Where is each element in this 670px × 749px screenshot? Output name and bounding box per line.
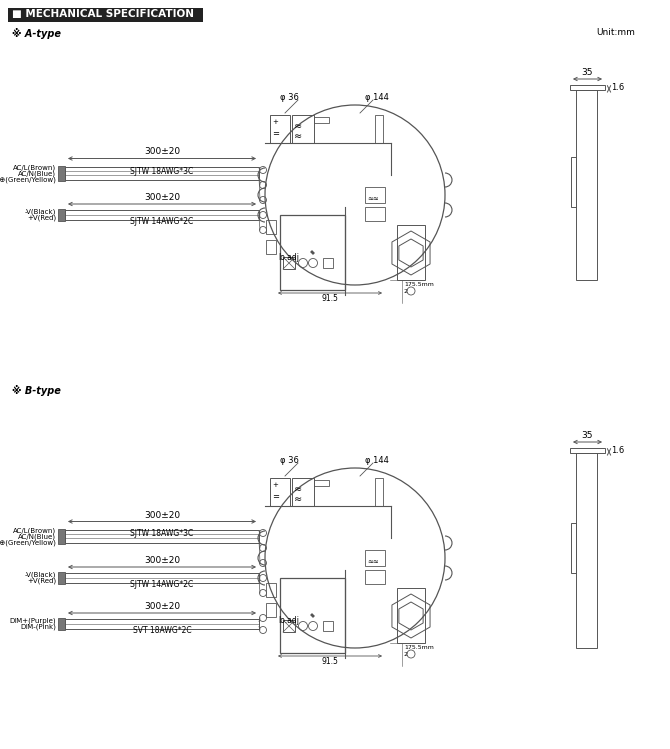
Bar: [292, 478, 314, 506]
Bar: [266, 603, 276, 617]
Bar: [270, 478, 290, 506]
Bar: [280, 215, 345, 290]
Text: +: +: [272, 482, 278, 488]
Text: Unit:mm: Unit:mm: [596, 28, 635, 37]
Text: DIM+(Purple): DIM+(Purple): [9, 618, 56, 624]
Text: AC/N(Blue): AC/N(Blue): [18, 171, 56, 178]
Text: SJTW 14AWG*2C: SJTW 14AWG*2C: [131, 580, 194, 589]
Bar: [283, 257, 295, 269]
Bar: [570, 85, 605, 90]
Bar: [375, 478, 383, 506]
Text: 91.5: 91.5: [322, 657, 338, 666]
Bar: [65, 573, 259, 583]
Text: 1.6: 1.6: [611, 83, 624, 92]
Text: +: +: [272, 119, 278, 125]
Bar: [8, 8, 203, 22]
Text: 300±20: 300±20: [144, 148, 180, 157]
Text: FG⊕(Green/Yellow): FG⊕(Green/Yellow): [0, 177, 56, 184]
Text: =: =: [272, 129, 279, 138]
Text: +V(Red): +V(Red): [27, 215, 56, 221]
Text: 2: 2: [404, 289, 408, 294]
Text: 35: 35: [582, 431, 593, 440]
Bar: [323, 621, 333, 631]
Text: ≈: ≈: [294, 494, 302, 504]
Bar: [323, 258, 333, 268]
Text: 300±20: 300±20: [144, 602, 180, 611]
Bar: [280, 578, 345, 653]
Bar: [65, 619, 259, 629]
Bar: [65, 210, 259, 220]
Text: ■ MECHANICAL SPECIFICATION: ■ MECHANICAL SPECIFICATION: [12, 9, 194, 19]
Text: ≈: ≈: [294, 484, 302, 494]
Text: φ 36: φ 36: [280, 93, 299, 102]
Bar: [58, 166, 65, 181]
Bar: [365, 550, 385, 566]
Bar: [266, 583, 276, 597]
Text: 175.5mm: 175.5mm: [404, 282, 434, 287]
Text: AC/L(Brown): AC/L(Brown): [13, 165, 56, 172]
Bar: [314, 117, 329, 123]
Text: 300±20: 300±20: [144, 556, 180, 565]
Text: 1.6: 1.6: [611, 446, 624, 455]
Text: 2: 2: [404, 652, 408, 657]
Text: 300±20: 300±20: [144, 193, 180, 202]
Text: 300±20: 300±20: [144, 511, 180, 520]
Text: +V(Red): +V(Red): [27, 577, 56, 584]
Text: AC/L(Brown): AC/L(Brown): [13, 528, 56, 534]
Text: 91.5: 91.5: [322, 294, 338, 303]
Text: ≈: ≈: [294, 131, 302, 141]
Bar: [397, 225, 425, 280]
Bar: [570, 448, 605, 453]
Text: ≈: ≈: [294, 121, 302, 131]
Bar: [58, 572, 65, 584]
Text: SJTW 18AWG*3C: SJTW 18AWG*3C: [131, 166, 194, 175]
Text: ※ B-type: ※ B-type: [12, 385, 61, 396]
Text: SJTW 18AWG*3C: SJTW 18AWG*3C: [131, 530, 194, 539]
Bar: [65, 530, 259, 542]
Text: -V(Black): -V(Black): [25, 209, 56, 215]
Bar: [375, 115, 383, 143]
Text: 35: 35: [582, 68, 593, 77]
Text: SVT 18AWG*2C: SVT 18AWG*2C: [133, 626, 192, 635]
Bar: [576, 90, 597, 280]
Text: φ 144: φ 144: [365, 456, 389, 465]
Bar: [58, 529, 65, 544]
Text: φ 144: φ 144: [365, 93, 389, 102]
Bar: [65, 166, 259, 180]
Bar: [266, 220, 276, 234]
Text: Io.adj: Io.adj: [278, 253, 299, 262]
Text: 175.5mm: 175.5mm: [404, 645, 434, 650]
Bar: [365, 207, 385, 221]
Text: FG⊕(Green/Yellow): FG⊕(Green/Yellow): [0, 540, 56, 546]
Bar: [292, 115, 314, 143]
Text: ≈≈: ≈≈: [367, 196, 379, 202]
Bar: [397, 588, 425, 643]
Bar: [270, 115, 290, 143]
Bar: [58, 209, 65, 221]
Bar: [314, 480, 329, 486]
Text: Io.adj: Io.adj: [278, 616, 299, 625]
Text: AC/N(Blue): AC/N(Blue): [18, 534, 56, 540]
Bar: [365, 187, 385, 203]
Text: φ 36: φ 36: [280, 456, 299, 465]
Bar: [283, 620, 295, 632]
Bar: [571, 523, 576, 573]
Bar: [571, 157, 576, 207]
Text: -V(Black): -V(Black): [25, 571, 56, 578]
Bar: [365, 570, 385, 584]
Text: =: =: [272, 492, 279, 501]
Bar: [576, 453, 597, 648]
Text: ※ A-type: ※ A-type: [12, 28, 61, 39]
Text: ≈≈: ≈≈: [367, 559, 379, 565]
Text: SJTW 14AWG*2C: SJTW 14AWG*2C: [131, 217, 194, 226]
Bar: [266, 240, 276, 254]
Bar: [58, 618, 65, 630]
Text: DIM-(Pink): DIM-(Pink): [20, 624, 56, 630]
